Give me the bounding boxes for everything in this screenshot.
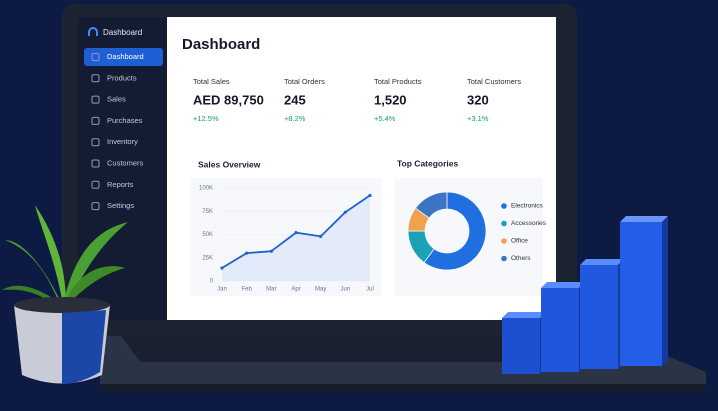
nav-item[interactable]: Sales (107, 95, 126, 104)
y-tick-label: 75K (202, 209, 213, 215)
legend-label: Office (511, 238, 528, 245)
line-point (220, 266, 224, 270)
nav-item[interactable]: Settings (107, 201, 134, 210)
sidebar (78, 17, 167, 320)
x-tick-label: Jun (340, 287, 350, 293)
kpi-label: Total Orders (284, 77, 325, 86)
kpi-label: Total Customers (467, 77, 521, 86)
pie-slice (414, 191, 448, 219)
line-point (319, 234, 323, 238)
kpi-label: Total Products (374, 77, 422, 86)
kpi-value: 320 (467, 92, 489, 107)
nav-icon (91, 53, 100, 61)
legend-swatch (501, 238, 507, 244)
line-area (222, 195, 370, 281)
sidebar-active (84, 48, 163, 66)
nav-icon (91, 159, 100, 168)
line-point (368, 193, 372, 198)
y-tick-label: 100K (199, 186, 213, 192)
legend-label: Electronics (511, 203, 544, 210)
legend-swatch (501, 220, 507, 227)
y-tick-label: 50K (202, 232, 213, 238)
y-tick-label: 0 (210, 279, 214, 285)
nav-icon (91, 202, 100, 211)
kpi-change: +12.5% (193, 114, 219, 123)
plant (2, 205, 128, 384)
nav-icon (91, 74, 100, 83)
nav-icon (91, 116, 100, 125)
line-point (294, 231, 298, 235)
line-point (245, 251, 249, 255)
kpi-change: +3.1% (467, 114, 489, 123)
laptop-edge (100, 384, 706, 392)
legend-label: Accessories (511, 220, 547, 227)
x-tick-label: Apr (291, 287, 300, 293)
line-point (269, 249, 273, 253)
decor-bars (502, 216, 668, 374)
nav-item[interactable]: Inventory (107, 137, 138, 146)
chart-title: Sales Overview (198, 159, 261, 169)
kpi-value: 245 (284, 92, 306, 107)
x-tick-label: Jul (366, 287, 374, 293)
x-tick-label: Mar (266, 287, 276, 293)
kpi-label: Total Sales (193, 77, 230, 86)
chart-title: Top Categories (397, 158, 459, 168)
kpi-change: +5.4% (374, 114, 396, 123)
nav-item[interactable]: Products (107, 73, 137, 82)
nav-item[interactable]: Reports (107, 180, 134, 189)
legend-swatch (501, 203, 507, 209)
kpi-value: 1,520 (374, 92, 407, 107)
nav-icon (91, 138, 100, 147)
brand: Dashboard (103, 28, 142, 37)
legend-label: Others (511, 255, 531, 262)
kpi-value: AED 89,750 (193, 92, 264, 107)
pie-slice (423, 191, 487, 271)
page-title: Dashboard (182, 36, 260, 53)
x-tick-label: May (315, 287, 326, 293)
legend-swatch (501, 255, 507, 262)
x-tick-label: Feb (241, 287, 252, 293)
nav-icon (91, 95, 100, 104)
kpi-change: +8.2% (284, 114, 306, 123)
nav-item[interactable]: Dashboard (107, 52, 144, 61)
nav-icon (91, 180, 100, 189)
x-tick-label: Jan (217, 287, 227, 293)
nav-item[interactable]: Purchases (107, 116, 143, 125)
brand-icon (88, 27, 98, 36)
y-tick-label: 25K (202, 255, 213, 261)
nav-item[interactable]: Customers (107, 158, 144, 167)
line-point (343, 210, 347, 214)
